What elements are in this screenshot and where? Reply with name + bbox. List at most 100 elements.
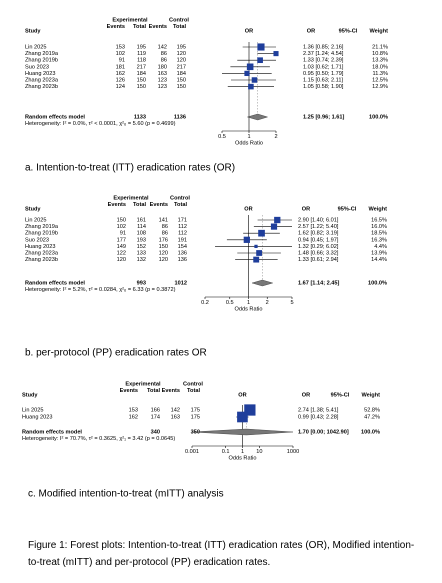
figure-caption: Figure 1: Forest plots: Intention-to-tre…	[28, 540, 415, 568]
panel-caption: a. Intention-to-treat (ITT) eradication …	[25, 163, 235, 174]
total: 350	[191, 429, 200, 435]
events: 91	[120, 231, 126, 237]
total: 154	[178, 244, 187, 250]
events: 120	[159, 250, 168, 256]
events: 150	[159, 244, 168, 250]
header: Events	[120, 388, 138, 394]
study-name: Huang 2023	[25, 71, 55, 77]
weight-label: 18.0%	[372, 64, 388, 70]
or-label: 0.94 [0.45; 1.97]	[298, 237, 339, 243]
or-label: 2.57 [1.22; 5.40]	[298, 224, 339, 230]
weight-label: 12.5%	[372, 77, 388, 83]
header: OR	[238, 392, 246, 398]
header: 95%-CI	[338, 206, 357, 212]
events: 123	[158, 77, 167, 83]
events: 150	[117, 217, 126, 223]
study-name: Zhang 2019b	[25, 58, 58, 64]
study-name: Zhang 2023b	[25, 257, 58, 263]
events: 162	[129, 414, 138, 420]
events: 180	[158, 64, 167, 70]
or-label: 0.99 [0.43; 2.28]	[298, 414, 339, 420]
study-square	[254, 244, 258, 249]
study-square	[270, 223, 278, 230]
x-tick-label: 10	[256, 449, 262, 455]
pooled-label: 1.67 [1.14; 2.45]	[298, 280, 339, 286]
x-tick-label: 5	[290, 300, 293, 306]
total: 150	[137, 77, 146, 83]
total: 175	[191, 407, 200, 413]
study-square	[251, 77, 258, 83]
or-label: 1.05 [0.58; 1.90]	[303, 84, 344, 90]
weight-label: 18.5%	[371, 231, 387, 237]
total: 174	[151, 414, 160, 420]
events: 176	[159, 237, 168, 243]
total: 993	[137, 280, 146, 286]
header: Experimental	[125, 381, 161, 387]
study-name: Lin 2025	[22, 407, 43, 413]
weight-label: 100.0%	[368, 280, 387, 286]
total: 132	[137, 257, 146, 263]
total: 150	[177, 84, 186, 90]
study-square	[274, 216, 281, 224]
study-name: Lin 2025	[25, 44, 46, 50]
study-name: Zhang 2019a	[25, 224, 59, 230]
study-square	[257, 43, 265, 51]
study-name: Zhang 2019a	[25, 51, 59, 57]
weight-label: 21.1%	[372, 44, 388, 50]
x-tick-label: 1	[241, 449, 244, 455]
total: 112	[178, 231, 187, 237]
or-label: 2.37 [1.24; 4.54]	[303, 51, 344, 57]
weight-label: 11.3%	[373, 71, 388, 77]
total: 1136	[174, 114, 186, 120]
total: 191	[178, 237, 187, 243]
weight-label: 100.0%	[369, 114, 388, 120]
x-tick-label: 0.001	[185, 449, 199, 455]
header: Study	[22, 392, 38, 398]
study-square	[244, 70, 250, 77]
header: Control	[169, 17, 189, 23]
header: OR	[302, 206, 310, 212]
total: 120	[177, 51, 186, 57]
total: 1012	[175, 280, 187, 286]
total: 150	[137, 84, 146, 90]
pooled-diamond	[191, 428, 294, 436]
panel-caption: c. Modified intention-to-treat (mITT) an…	[28, 489, 224, 500]
total: 217	[177, 64, 186, 70]
total: 195	[177, 44, 186, 50]
weight-label: 100.0%	[361, 429, 380, 435]
total: 112	[178, 224, 187, 230]
weight-label: 16.5%	[371, 217, 387, 223]
header: Study	[25, 206, 41, 212]
x-tick-label: 0.2	[201, 300, 209, 306]
x-axis-label: Odds Ratio	[235, 140, 263, 146]
weight-label: 12.9%	[372, 84, 388, 90]
pooled-label: 1.70 [0.00; 1042.90]	[298, 429, 349, 435]
events: 149	[117, 244, 126, 250]
events: 142	[158, 44, 167, 50]
header: Events	[149, 24, 167, 30]
or-label: 1.33 [0.61; 2.94]	[298, 257, 339, 263]
heterogeneity: Heterogeneity: I² = 5.2%, τ² = 0.0284, χ…	[25, 287, 176, 293]
header: Total	[133, 24, 146, 30]
header: Weight	[369, 28, 388, 34]
events: 177	[117, 237, 126, 243]
header: 95%-CI	[339, 28, 358, 34]
events: 126	[116, 77, 125, 83]
pooled-diamond	[246, 113, 269, 121]
study-square	[237, 411, 248, 423]
weight-label: 52.8%	[364, 407, 380, 413]
total: 217	[137, 64, 146, 70]
header: OR	[307, 28, 315, 34]
total: 175	[191, 414, 200, 420]
events: 120	[117, 257, 126, 263]
total: 119	[137, 51, 146, 57]
or-label: 1.36 [0.85; 2.16]	[303, 44, 344, 50]
or-label: 2.74 [1.38; 5.41]	[298, 407, 339, 413]
events: 153	[129, 407, 138, 413]
header: Events	[108, 202, 126, 208]
or-label: 1.62 [0.82; 3.19]	[298, 231, 339, 237]
pooled-diamond	[251, 279, 274, 287]
header: Experimental	[113, 195, 149, 201]
x-tick-label: 0.5	[218, 134, 226, 140]
events: 163	[171, 414, 180, 420]
